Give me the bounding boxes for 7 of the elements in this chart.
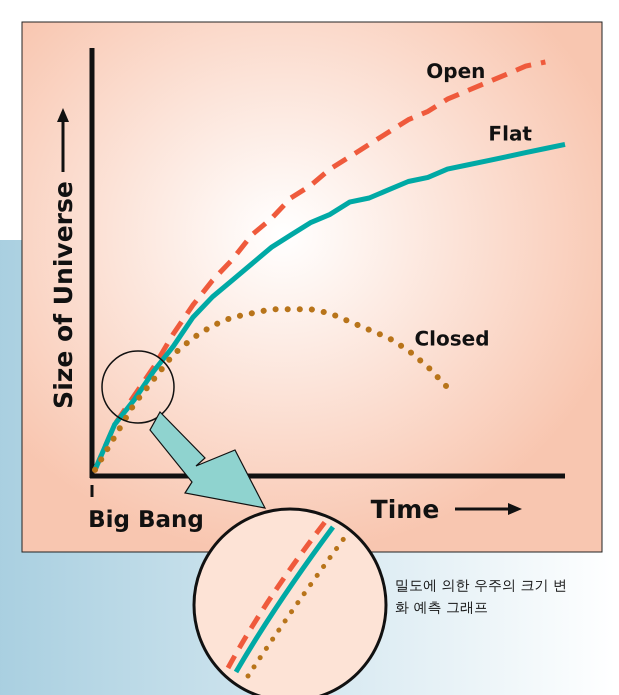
x-axis-title: Time bbox=[370, 495, 440, 524]
series-label: Open bbox=[426, 59, 486, 83]
y-axis-title: Size of Universe bbox=[49, 181, 78, 409]
series-label: Closed bbox=[414, 326, 490, 350]
text: Big Bang bbox=[88, 507, 204, 533]
text: 밀도에 의한 우주의 크기 변화 예측 그래프 bbox=[395, 577, 568, 618]
series-label: Flat bbox=[488, 121, 532, 146]
